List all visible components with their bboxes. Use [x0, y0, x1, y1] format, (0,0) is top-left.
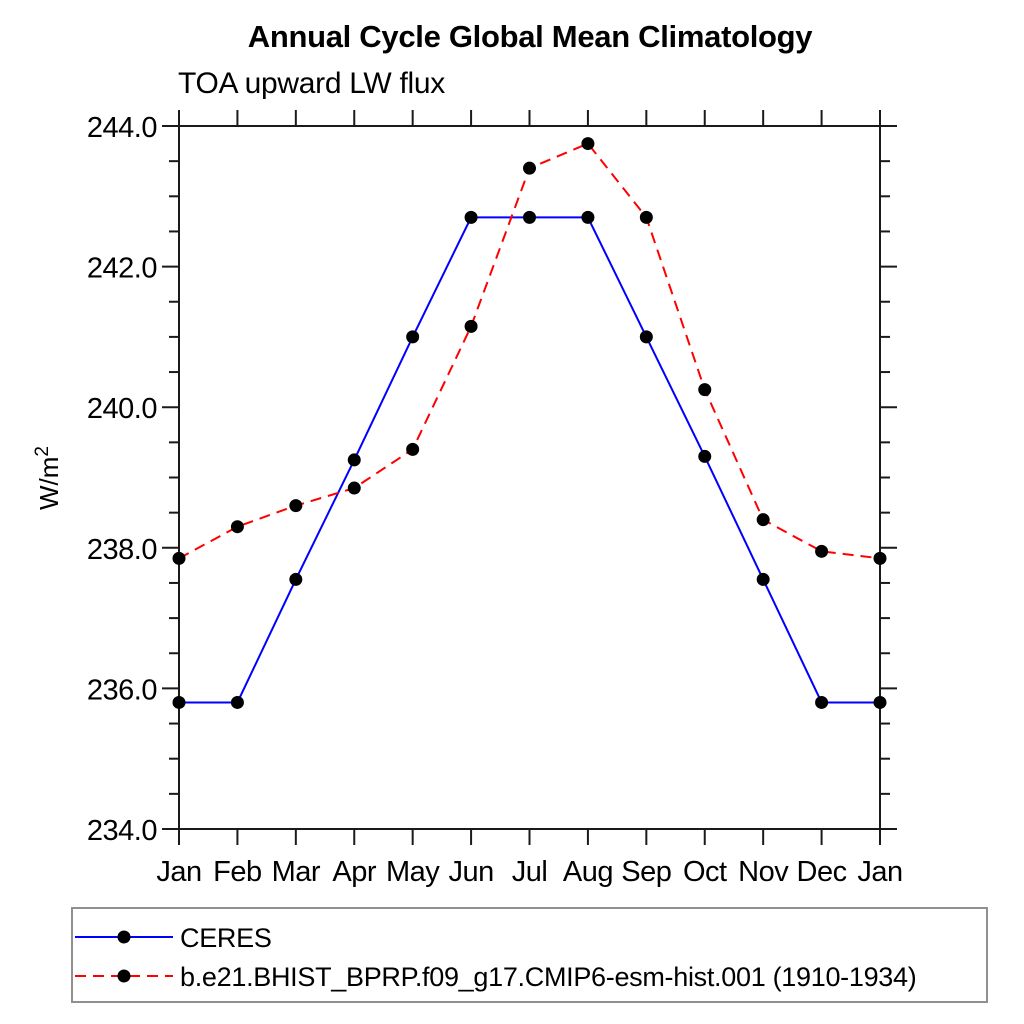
data-point-ceres-may-4	[406, 330, 420, 344]
chart-subtitle: TOA upward LW flux	[178, 67, 445, 100]
data-point-model-jul-6	[523, 161, 536, 175]
legend-entry-ceres: CERES	[75, 923, 272, 953]
data-point-model-apr-3	[347, 481, 361, 495]
x-tick-label: Nov	[738, 856, 789, 888]
data-point-model-nov-10	[756, 513, 770, 527]
data-point-ceres-apr-3	[347, 453, 361, 467]
legend: CERES b.e21.BHIST_BPRP.f09_g17.CMIP6-esm…	[71, 907, 988, 1003]
plot-box	[178, 125, 881, 830]
data-point-model-aug-7	[581, 137, 595, 151]
x-tick-label: Jan	[857, 856, 902, 888]
data-point-model-oct-9	[698, 383, 712, 397]
data-point-model-mar-2	[289, 499, 303, 513]
x-tick-label: May	[386, 856, 440, 888]
legend-box	[71, 907, 988, 1003]
data-point-ceres-mar-2	[289, 572, 303, 586]
x-tick-label: Apr	[332, 856, 376, 888]
series-line-model	[178, 142, 881, 560]
x-tick-label: Mar	[272, 856, 321, 888]
data-point-model-dec-11	[815, 544, 829, 558]
data-point-ceres-oct-9	[698, 449, 712, 463]
y-tick-label: 236.0	[87, 674, 157, 706]
y-tick-label: 234.0	[87, 815, 157, 847]
y-tick-label: 240.0	[87, 393, 157, 425]
legend-label-ceres: CERES	[180, 923, 272, 953]
legend-marker-icon	[117, 969, 131, 983]
series-line-ceres	[179, 216, 880, 704]
data-point-ceres-nov-10	[756, 572, 770, 586]
data-point-model-sep-8	[639, 210, 653, 224]
data-point-ceres-dec-11	[815, 695, 829, 709]
x-tick-label: Feb	[213, 856, 261, 888]
data-point-model-may-4	[406, 442, 420, 456]
x-tick-label: Jul	[512, 856, 548, 888]
data-point-ceres-jun-5	[464, 210, 478, 224]
x-tick-label: Sep	[621, 856, 671, 888]
legend-marker-icon	[117, 930, 131, 944]
y-tick-label: 238.0	[87, 534, 157, 566]
plot-area: Jan Feb Mar Apr May Jun Jul Aug Sep Oct Nov Dec Jan 2…	[87, 110, 903, 888]
data-point-model-jan-12	[873, 551, 887, 565]
data-point-ceres-aug-7	[581, 210, 595, 224]
data-point-ceres-jul-6	[523, 210, 536, 224]
x-tick-label: Dec	[797, 856, 847, 888]
data-point-model-feb-1	[230, 520, 244, 534]
y-tick-label: 242.0	[87, 253, 157, 285]
data-point-ceres-sep-8	[639, 330, 653, 344]
y-axis-label: W/m2	[32, 446, 64, 510]
data-point-model-jun-5	[464, 319, 478, 333]
data-point-ceres-jan-12	[873, 695, 887, 709]
y-tick-label: 244.0	[87, 112, 157, 144]
data-point-model-jan-0	[172, 551, 186, 565]
x-tick-label: Jan	[156, 856, 201, 888]
legend-entry-model: b.e21.BHIST_BPRP.f09_g17.CMIP6-esm-hist.…	[75, 962, 917, 992]
data-point-ceres-feb-1	[230, 695, 244, 709]
chart-title: Annual Cycle Global Mean Climatology	[248, 19, 814, 54]
x-tick-label: Jun	[448, 856, 493, 888]
data-point-ceres-jan-0	[172, 695, 186, 709]
legend-label-model: b.e21.BHIST_BPRP.f09_g17.CMIP6-esm-hist.…	[180, 962, 916, 992]
x-tick-label: Oct	[683, 856, 727, 888]
x-tick-label: Aug	[563, 856, 613, 888]
